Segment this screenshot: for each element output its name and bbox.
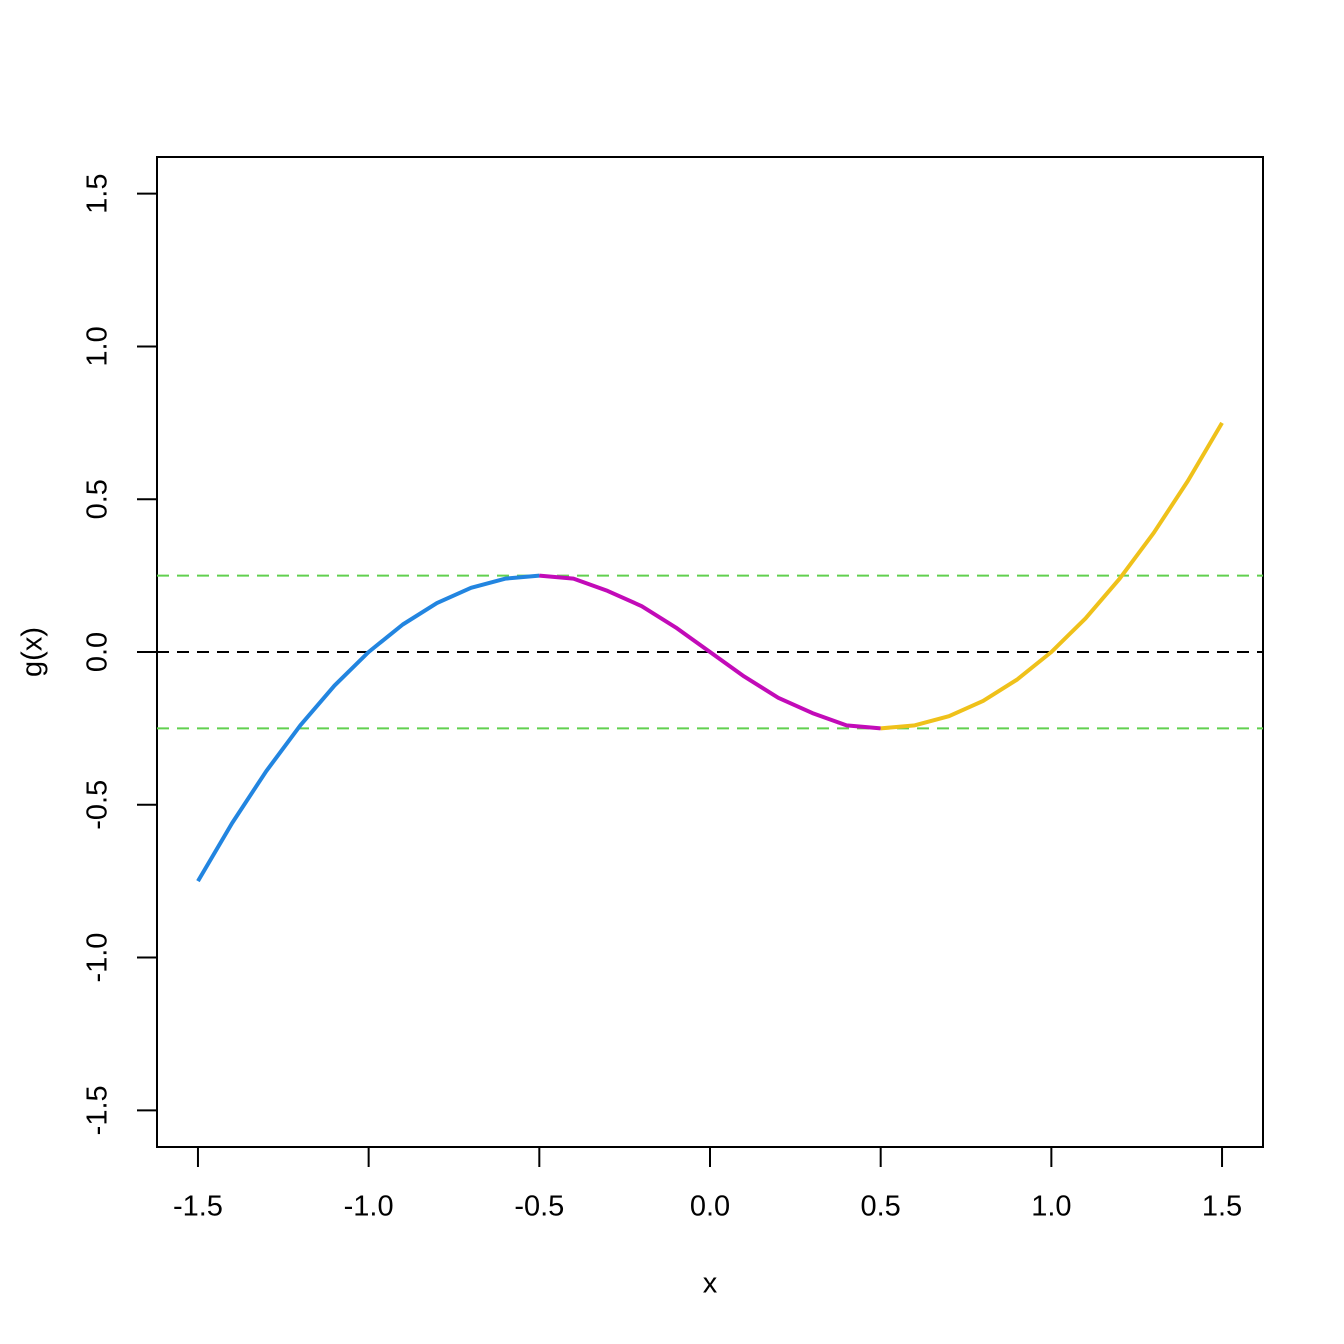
x-tick-label: -1.5 xyxy=(173,1191,223,1223)
y-axis-label: g(x) xyxy=(17,627,49,677)
y-tick-label: 0.5 xyxy=(82,479,114,519)
y-tick-label: 0.0 xyxy=(82,632,114,672)
y-tick-label: -1.0 xyxy=(82,933,114,983)
x-tick-label: -1.0 xyxy=(344,1191,394,1223)
y-tick-label: 1.5 xyxy=(82,174,114,214)
x-tick-label: 1.5 xyxy=(1202,1191,1242,1223)
x-tick-label: -0.5 xyxy=(514,1191,564,1223)
x-axis-label: x xyxy=(703,1268,718,1300)
curve xyxy=(880,421,1224,731)
x-tick-label: 0.5 xyxy=(861,1191,901,1223)
y-tick-label: -1.5 xyxy=(82,1085,114,1135)
x-tick-label: 0.0 xyxy=(690,1191,730,1223)
curve xyxy=(196,573,540,883)
x-tick-label: 1.0 xyxy=(1031,1191,1071,1223)
y-tick-label: 1.0 xyxy=(82,326,114,366)
curve xyxy=(539,573,881,731)
y-tick-label: -0.5 xyxy=(82,780,114,830)
